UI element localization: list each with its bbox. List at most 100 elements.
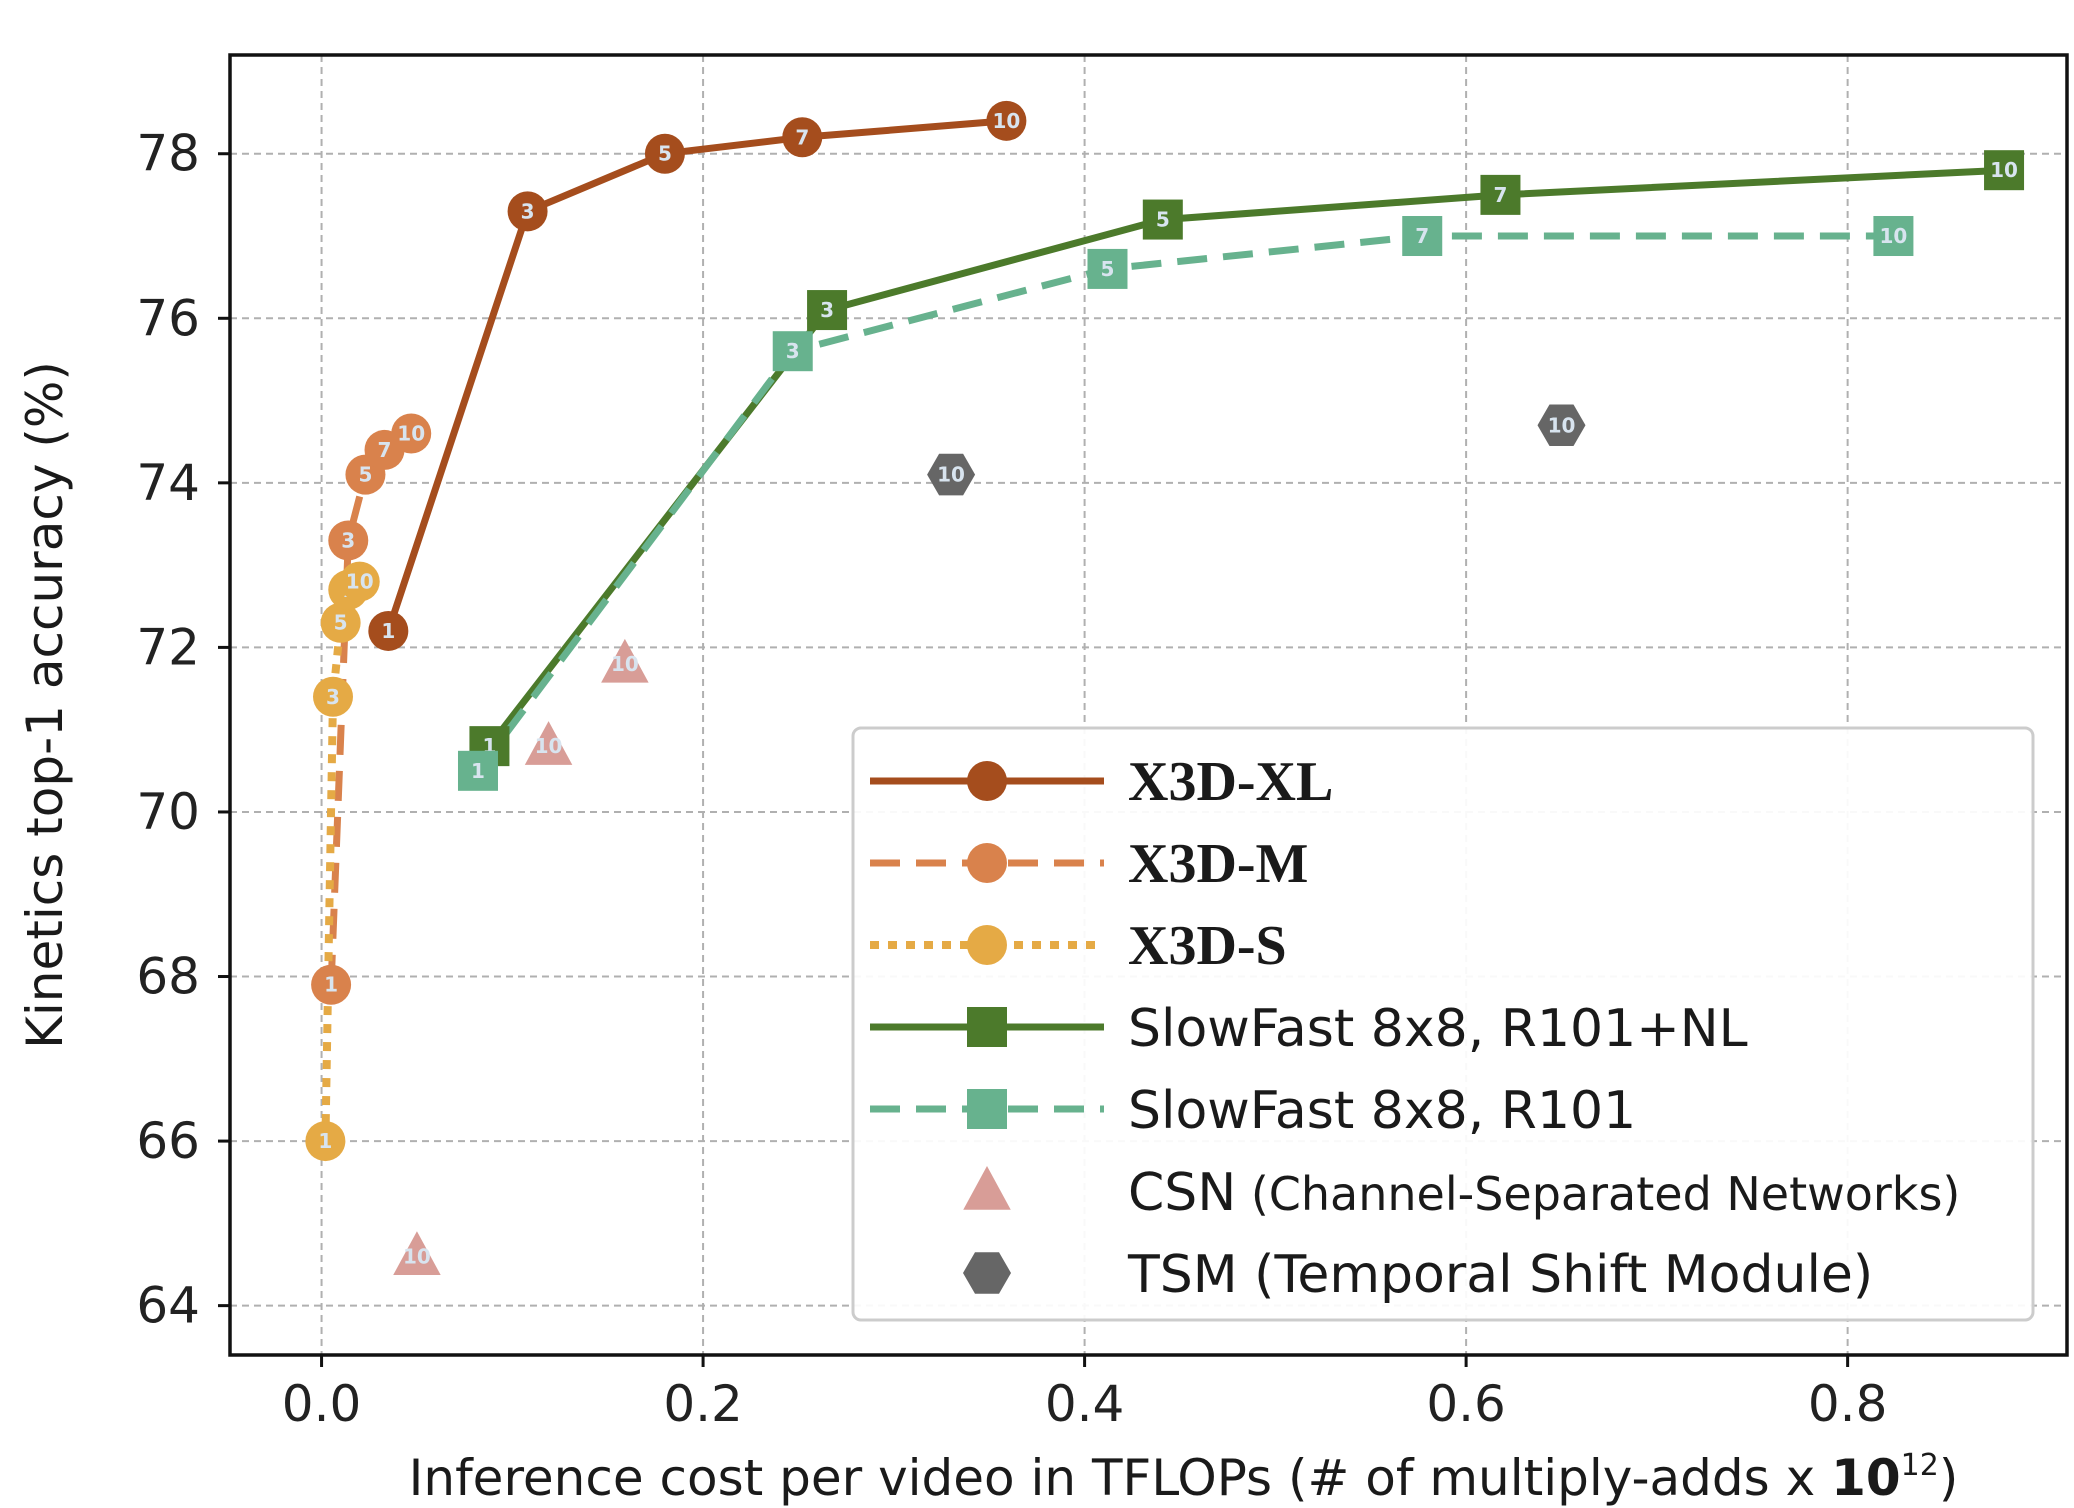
x-tick-label: 0.0 bbox=[282, 1375, 362, 1433]
data-point-csn bbox=[524, 721, 573, 765]
data-point-slowfast-8x8-r101 bbox=[457, 750, 498, 791]
y-tick-label: 64 bbox=[136, 1277, 200, 1335]
data-point-label: 5 bbox=[334, 611, 348, 635]
data-point-label: 3 bbox=[341, 528, 355, 552]
data-point-label: 10 bbox=[1879, 224, 1907, 248]
y-tick-label: 76 bbox=[136, 289, 200, 347]
data-point-slowfast-8x8-r101-nl bbox=[1480, 174, 1521, 215]
legend-marker-slowfast-8x8-r101 bbox=[967, 1089, 1007, 1129]
data-point-label: 5 bbox=[1101, 257, 1115, 281]
data-point-slowfast-8x8-r101-nl bbox=[1142, 199, 1183, 240]
ticks-layer: 0.0 0.2 0.4 0.6 0.8 64 66 68 70 72 74 76 78 bbox=[136, 125, 1887, 1433]
data-point-label: 10 bbox=[1548, 413, 1576, 437]
data-point-label: 3 bbox=[820, 298, 834, 322]
data-point-csn bbox=[393, 1231, 441, 1276]
legend-marker-x3d-xl bbox=[967, 761, 1007, 801]
legend-label-tsm: TSM (Temporal Shift Module) bbox=[1127, 1245, 1873, 1305]
grid bbox=[230, 55, 2067, 1355]
legend-label-name: X3D-M bbox=[1128, 833, 1308, 895]
data-point-x3d-xl bbox=[986, 100, 1027, 141]
data-point-slowfast-8x8-r101 bbox=[1087, 248, 1128, 289]
data-point-label: 5 bbox=[1156, 208, 1170, 232]
data-point-label: 7 bbox=[378, 438, 392, 462]
data-point-label: 10 bbox=[937, 463, 965, 487]
data-point-label: 1 bbox=[471, 759, 485, 783]
legend-label-name: X3D-S bbox=[1128, 915, 1287, 977]
legend-label-name: SlowFast 8x8, R101 bbox=[1128, 1081, 1636, 1141]
data-point-x3d-xl bbox=[644, 133, 685, 174]
x-tick-label: 0.4 bbox=[1045, 1375, 1125, 1433]
data-point-label: 10 bbox=[346, 570, 374, 594]
data-point-label: 3 bbox=[326, 685, 340, 709]
data-point-slowfast-8x8-r101 bbox=[772, 331, 813, 372]
y-tick-label: 72 bbox=[136, 618, 200, 676]
x-axis-label-main: Inference cost per video in TFLOPs (# of… bbox=[409, 1449, 1831, 1507]
legend-label-name: CSN bbox=[1128, 1163, 1236, 1223]
data-point-x3d-s bbox=[313, 676, 354, 717]
data-point-x3d-xl bbox=[368, 610, 409, 651]
x-tick-label: 0.2 bbox=[663, 1375, 743, 1433]
data-point-tsm bbox=[927, 453, 976, 496]
data-point-x3d-s bbox=[305, 1121, 346, 1162]
legend: X3D-XL X3D-M X3D-S SlowFast 8x8, R101+NL Slo… bbox=[851, 726, 2035, 1322]
data-point-label: 5 bbox=[358, 463, 372, 487]
data-point-slowfast-8x8-r101 bbox=[1402, 216, 1443, 257]
data-point-label: 5 bbox=[658, 142, 672, 166]
data-point-x3d-m bbox=[328, 520, 369, 561]
data-point-x3d-s bbox=[339, 561, 380, 602]
data-point-label: 7 bbox=[1493, 183, 1507, 207]
data-point-label: 7 bbox=[795, 125, 809, 149]
legend-label-x3d-s: X3D-S bbox=[1128, 915, 1287, 977]
data-point-label: 1 bbox=[318, 1129, 332, 1153]
data-point-label: 10 bbox=[403, 1244, 431, 1268]
y-tick-label: 70 bbox=[136, 783, 200, 841]
data-point-slowfast-8x8-r101-nl bbox=[1984, 150, 2025, 191]
data-point-label: 10 bbox=[611, 652, 639, 676]
data-point-csn bbox=[601, 638, 649, 683]
data-point-label: 3 bbox=[786, 339, 800, 363]
legend-label-name: SlowFast 8x8, R101+NL bbox=[1128, 999, 1748, 1059]
x-tick-label: 0.8 bbox=[1808, 1375, 1888, 1433]
legend-marker-x3d-m bbox=[967, 843, 1007, 883]
legend-marker-slowfast-8x8-r101-nl bbox=[967, 1007, 1007, 1047]
legend-label-x3d-xl: X3D-XL bbox=[1128, 751, 1333, 813]
legend-label-description: (Channel-Separated Networks) bbox=[1236, 1167, 1960, 1221]
data-point-slowfast-8x8-r101 bbox=[1873, 216, 1914, 257]
data-point-tsm bbox=[1537, 404, 1586, 446]
legend-label-x3d-m: X3D-M bbox=[1128, 833, 1308, 895]
legend-marker-csn bbox=[963, 1166, 1011, 1210]
y-tick-label: 68 bbox=[136, 948, 200, 1006]
x-axis-label-bold: 10 bbox=[1831, 1449, 1901, 1507]
data-point-x3d-s bbox=[320, 602, 361, 643]
points-layer: 1357101357101357101357101357101010101010 bbox=[305, 100, 2025, 1276]
y-tick-label: 66 bbox=[136, 1112, 200, 1170]
data-point-x3d-m bbox=[311, 964, 352, 1005]
legend-marker-x3d-s bbox=[967, 925, 1007, 965]
legend-label-slowfast-8x8-r101-nl: SlowFast 8x8, R101+NL bbox=[1128, 999, 1748, 1059]
x-tick-label: 0.6 bbox=[1426, 1375, 1506, 1433]
x-axis-label-end: ) bbox=[1939, 1449, 1959, 1507]
data-point-slowfast-8x8-r101-nl bbox=[807, 290, 848, 331]
legend-label-name: TSM bbox=[1127, 1245, 1238, 1305]
series-line-x3d-s bbox=[321, 578, 363, 1142]
data-point-label: 10 bbox=[992, 109, 1020, 133]
data-point-label: 1 bbox=[324, 973, 338, 997]
y-tick-label: 78 bbox=[136, 125, 200, 183]
plot-frame bbox=[228, 53, 2069, 1357]
x-axis-label: Inference cost per video in TFLOPs (# of… bbox=[409, 1448, 1959, 1507]
legend-label-name: X3D-XL bbox=[1128, 751, 1333, 813]
y-tick-label: 74 bbox=[136, 454, 200, 512]
data-point-x3d-m bbox=[391, 413, 432, 454]
legend-label-csn: CSN (Channel-Separated Networks) bbox=[1128, 1163, 1960, 1223]
data-point-label: 7 bbox=[1415, 224, 1429, 248]
data-point-label: 3 bbox=[521, 199, 535, 223]
data-point-label: 10 bbox=[397, 421, 425, 445]
y-axis-label: Kinetics top-1 accuracy (%) bbox=[16, 361, 74, 1049]
legend-box bbox=[851, 726, 2035, 1322]
data-point-label: 1 bbox=[381, 619, 395, 643]
legend-label-slowfast-8x8-r101: SlowFast 8x8, R101 bbox=[1128, 1081, 1636, 1141]
data-point-label: 10 bbox=[535, 734, 563, 758]
legend-label-description: (Temporal Shift Module) bbox=[1238, 1245, 1874, 1305]
legend-marker-tsm bbox=[963, 1252, 1011, 1294]
